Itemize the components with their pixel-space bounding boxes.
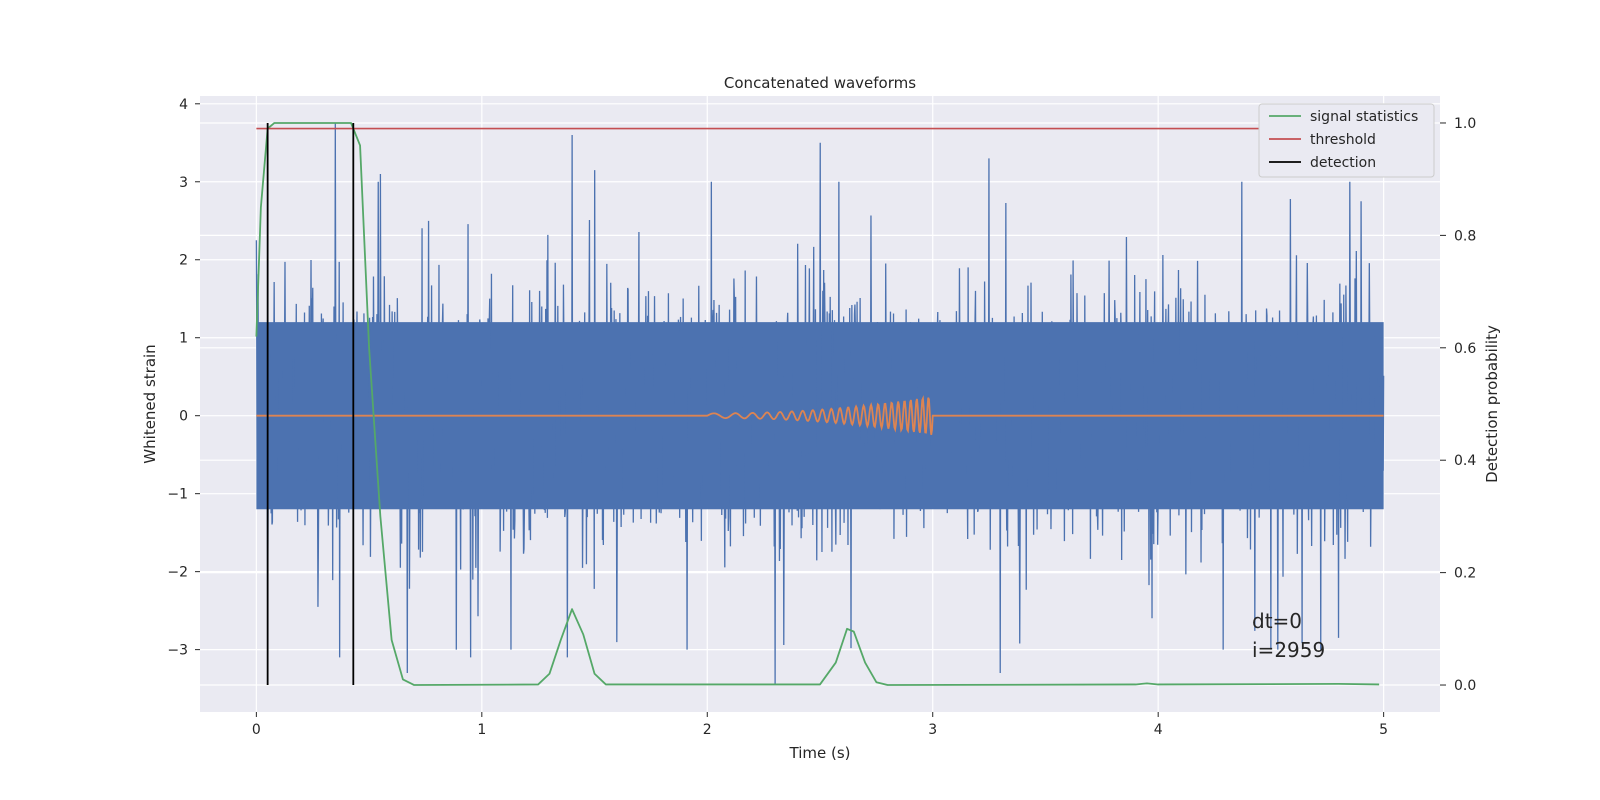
x-axis-label: Time (s) bbox=[789, 744, 851, 762]
legend: signal statistics threshold detection bbox=[1258, 103, 1435, 178]
series-template bbox=[256, 395, 1384, 435]
x-tick-label: 0 bbox=[252, 722, 261, 738]
x-tick-label: 3 bbox=[928, 722, 937, 738]
legend-label-detection: detection bbox=[1310, 155, 1376, 171]
y-axis-right: 0.0 0.2 0.4 0.6 0.8 1.0 bbox=[1440, 116, 1476, 694]
template-line bbox=[256, 395, 1384, 435]
x-axis: 0 1 2 3 4 5 bbox=[252, 712, 1388, 738]
x-tick-label: 2 bbox=[703, 722, 712, 738]
x-tick-label: 1 bbox=[477, 722, 486, 738]
y-tick-label: 1 bbox=[179, 331, 188, 347]
y2-axis-label: Detection probability bbox=[1483, 325, 1501, 483]
y2-tick-label: 0.6 bbox=[1454, 341, 1476, 357]
y2-tick-label: 0.4 bbox=[1454, 453, 1476, 469]
signal-statistics-line bbox=[255, 122, 1380, 686]
legend-label-threshold: threshold bbox=[1310, 132, 1376, 148]
y-tick-label: −1 bbox=[167, 487, 188, 503]
x-tick-label: 4 bbox=[1154, 722, 1163, 738]
y-tick-label: 0 bbox=[179, 409, 188, 425]
series-detection bbox=[266, 122, 355, 686]
y2-tick-label: 0.0 bbox=[1454, 678, 1476, 694]
y2-tick-label: 1.0 bbox=[1454, 116, 1476, 132]
y2-tick-label: 0.2 bbox=[1454, 566, 1476, 582]
legend-box bbox=[1258, 103, 1435, 178]
annotation-i: i=2959 bbox=[1252, 638, 1325, 662]
y-tick-label: −2 bbox=[167, 565, 188, 581]
y-tick-label: −3 bbox=[167, 643, 188, 659]
annotation-dt: dt=0 bbox=[1252, 609, 1302, 633]
y-tick-label: 3 bbox=[179, 175, 188, 191]
y-tick-label: 2 bbox=[179, 253, 188, 269]
y2-tick-label: 0.8 bbox=[1454, 228, 1476, 244]
x-tick-label: 5 bbox=[1379, 722, 1388, 738]
y-axis-label: Whitened strain bbox=[141, 344, 159, 463]
y-tick-label: 4 bbox=[179, 97, 188, 113]
y-axis-left: −3 −2 −1 0 1 2 3 4 bbox=[167, 97, 200, 659]
legend-label-signal-statistics: signal statistics bbox=[1310, 109, 1418, 125]
chart-title: Concatenated waveforms bbox=[724, 74, 916, 92]
series-signal-statistics bbox=[255, 122, 1380, 686]
strain-line bbox=[255, 123, 1385, 685]
